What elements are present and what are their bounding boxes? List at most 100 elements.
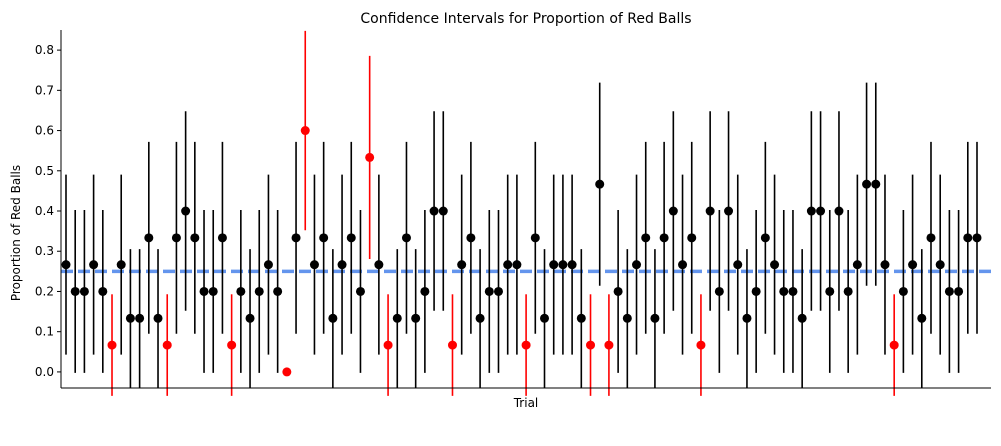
estimate-point (540, 313, 550, 323)
x-axis-label: Trial (513, 396, 539, 410)
estimate-point (125, 313, 135, 323)
estimate-point (622, 313, 632, 323)
estimate-point (549, 260, 559, 270)
estimate-point (107, 340, 117, 350)
estimate-point (604, 340, 614, 350)
y-tick-label: 0.7 (35, 83, 54, 97)
estimate-point (632, 260, 642, 270)
estimate-point (484, 286, 494, 296)
estimate-point (963, 233, 973, 243)
estimate-point (254, 286, 264, 296)
estimate-point (825, 286, 835, 296)
estimate-point (788, 286, 798, 296)
estimate-point (954, 286, 964, 296)
estimate-point (797, 313, 807, 323)
estimate-point (429, 206, 439, 216)
estimate-point (89, 260, 99, 270)
estimate-point (576, 313, 586, 323)
estimate-point (263, 260, 273, 270)
estimate-point (346, 233, 356, 243)
y-tick-label: 0.8 (35, 43, 54, 57)
estimate-point (917, 313, 927, 323)
estimate-point (558, 260, 568, 270)
estimate-point (208, 286, 218, 296)
estimate-point (438, 206, 448, 216)
estimate-point (153, 313, 163, 323)
estimate-point (227, 340, 237, 350)
estimate-point (843, 286, 853, 296)
estimate-point (374, 260, 384, 270)
y-axis-label: Proportion of Red Balls (9, 165, 23, 301)
y-tick-label: 0.5 (35, 164, 54, 178)
estimate-point (724, 206, 734, 216)
estimate-point (337, 260, 347, 270)
estimate-point (98, 286, 108, 296)
estimate-point (678, 260, 688, 270)
estimate-point (282, 367, 292, 377)
estimate-point (595, 179, 605, 189)
estimate-point (705, 206, 715, 216)
estimate-point (926, 233, 936, 243)
estimate-point (383, 340, 393, 350)
estimate-point (171, 233, 181, 243)
estimate-point (70, 286, 80, 296)
estimate-point (162, 340, 172, 350)
estimate-point (291, 233, 301, 243)
estimate-point (466, 233, 476, 243)
estimate-point (392, 313, 402, 323)
estimate-point (696, 340, 706, 350)
estimate-point (944, 286, 954, 296)
estimate-point (530, 233, 540, 243)
estimate-point (365, 152, 375, 162)
estimate-point (714, 286, 724, 296)
estimate-point (447, 340, 457, 350)
estimate-point (972, 233, 982, 243)
estimate-point (770, 260, 780, 270)
estimate-point (852, 260, 862, 270)
estimate-point (733, 260, 743, 270)
estimate-point (236, 286, 246, 296)
estimate-point (135, 313, 145, 323)
estimate-point (806, 206, 816, 216)
estimate-point (834, 206, 844, 216)
y-axis-ticks: 0.0 0.1 0.2 0.3 0.4 0.5 0.6 0.7 0.8 (35, 43, 61, 379)
estimate-point (401, 233, 411, 243)
estimate-point (144, 233, 154, 243)
estimate-point (245, 313, 255, 323)
estimate-point (181, 206, 191, 216)
estimate-point (420, 286, 430, 296)
estimate-point (300, 126, 310, 136)
estimate-point (687, 233, 697, 243)
estimate-point (650, 313, 660, 323)
estimate-point (668, 206, 678, 216)
estimate-point (273, 286, 283, 296)
estimate-point (217, 233, 227, 243)
estimate-point (935, 260, 945, 270)
estimate-point (521, 340, 531, 350)
estimate-point (586, 340, 596, 350)
estimate-point (880, 260, 890, 270)
estimate-point (742, 313, 752, 323)
estimate-point (116, 260, 126, 270)
estimate-point (319, 233, 329, 243)
estimate-point (613, 286, 623, 296)
estimate-point (79, 286, 89, 296)
estimate-point (889, 340, 899, 350)
estimate-point (493, 286, 503, 296)
estimate-point (641, 233, 651, 243)
estimate-point (457, 260, 467, 270)
estimate-point (411, 313, 421, 323)
estimate-point (190, 233, 200, 243)
estimate-point (862, 179, 872, 189)
estimate-point (503, 260, 513, 270)
estimate-point (328, 313, 338, 323)
y-tick-label: 0.1 (35, 325, 54, 339)
estimate-point (779, 286, 789, 296)
estimate-point (898, 286, 908, 296)
estimate-point (199, 286, 209, 296)
estimate-point (567, 260, 577, 270)
y-tick-label: 0.2 (35, 284, 54, 298)
y-tick-label: 0.6 (35, 124, 54, 138)
